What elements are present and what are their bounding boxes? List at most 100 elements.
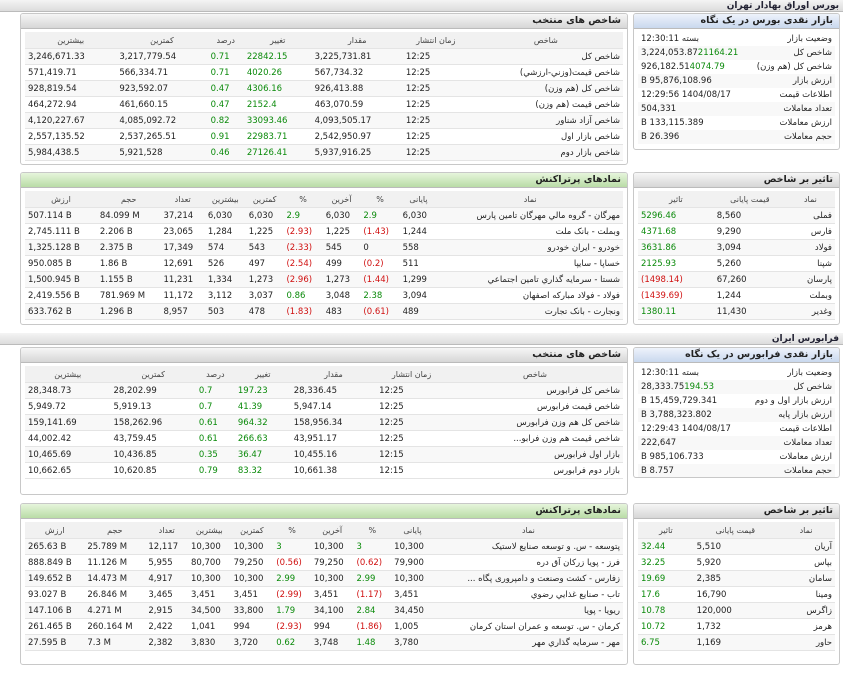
cell: 2,542,950.97 — [311, 128, 403, 145]
cell: 1,225 — [245, 223, 284, 240]
value: 926,182.51 — [641, 62, 690, 72]
cell: 3631.86 — [638, 239, 714, 256]
cell: 79,250 — [310, 554, 354, 571]
summary-row: شاخص کل (هم وزن) 926,182.514074.79 — [638, 60, 835, 74]
cell: 3,246,671.33 — [25, 48, 117, 65]
row-label: بازار دوم فرابورس — [446, 462, 623, 479]
summary-value: 26.396 B — [638, 130, 752, 144]
column-header: کمترین — [230, 522, 274, 539]
column-header: درصد — [207, 32, 244, 49]
cell: 1,041 — [188, 618, 231, 635]
table-row: فارس 9,290 4371.68 — [638, 223, 835, 240]
row-label: فرز - پويا زركان آق دره — [433, 554, 623, 571]
column-header: % — [360, 191, 400, 208]
column-header: زمان انتشار — [402, 32, 469, 49]
cell: 574 — [204, 239, 246, 256]
panel: تاثیر بر شاخص نماد قیمت پایانی تاثیر آریان 5,… — [633, 503, 840, 665]
data-table: نماد پایانی% آخرین% کمترین بیشترین تعداد حجم ار… — [25, 191, 623, 320]
cell: 3,112 — [204, 287, 246, 304]
cell: 3 — [273, 538, 311, 555]
cell: (1.83) — [283, 303, 323, 320]
summary-value: 3,788,323.802 B — [638, 408, 744, 422]
cell: 1,225 — [322, 223, 361, 240]
cell: 32.25 — [638, 554, 694, 571]
column-header: شاخص — [468, 32, 623, 49]
table-row: فولاد - فولاد مباركه اصفهان 3,094 2.38 3,04… — [25, 287, 623, 304]
row-label: شاخص کل — [468, 48, 623, 65]
summary-value: 8.757 B — [638, 464, 744, 477]
summary-value: 3,224,053.8721164.21 — [638, 46, 752, 60]
cell: 6.75 — [638, 634, 694, 651]
cell: 964.32 — [234, 414, 291, 431]
panel: نمادهای پرتراکنش نماد پایانی% آخرین% کمترین ب… — [20, 172, 628, 325]
cell: 3 — [353, 538, 392, 555]
row-label: ومینا — [777, 586, 835, 603]
cell: 4,120,227.67 — [25, 112, 117, 129]
cell: 10,662.65 — [25, 462, 111, 479]
column-header: نماد — [433, 522, 623, 539]
column-header: تغییر — [234, 366, 291, 383]
summary-label: شاخص کل — [751, 46, 835, 60]
cell: (2.96) — [283, 271, 323, 288]
cell: 33,800 — [230, 602, 274, 619]
cell: 2.38 — [360, 287, 400, 304]
table-row: شاخص کل 12:25 3,225,731.81 22842.15 0.71 3,21… — [25, 48, 623, 65]
cell: 511 — [399, 255, 438, 272]
value: 1404/08/17 12:29:43 — [641, 424, 731, 434]
cell: 2.84 — [353, 602, 392, 619]
cell: 994 — [310, 618, 354, 635]
panel-body: نماد قیمت پایانی تاثیر فملی 8,560 5296.46 فارس… — [634, 188, 839, 323]
cell: 2.9 — [360, 207, 400, 224]
cell: 1,334 — [204, 271, 246, 288]
summary-row: حجم معاملات 26.396 B — [638, 130, 835, 144]
cell: 1,273 — [245, 271, 284, 288]
cell: 1,005 — [391, 618, 434, 635]
cell: (0.56) — [273, 554, 311, 571]
summary-label: تعداد معاملات — [743, 436, 835, 450]
cell: 22842.15 — [243, 48, 312, 65]
summary-value: 504,331 — [638, 102, 752, 116]
cell: 23,065 — [160, 223, 205, 240]
cell: 463,070.59 — [311, 96, 403, 113]
column-header: قیمت پایانی — [693, 522, 778, 539]
row-label: شاخص بازار اول — [468, 128, 623, 145]
column-header: تاثیر — [638, 522, 694, 539]
panel-body: شاخص زمان انتشار مقدار تغییر درصد کمترین بیشتر… — [21, 29, 627, 164]
cell: 34,450 — [391, 602, 434, 619]
cell: 0.82 — [207, 112, 244, 129]
column-header: تاثیر — [638, 191, 714, 208]
summary-label: ارزش بازار — [751, 74, 835, 88]
cell: 2152.4 — [243, 96, 312, 113]
table-row: شاخص کل فرابورس 12:25 28,336.45 197.23 0.7 28… — [25, 382, 623, 399]
cell: 1.48 — [353, 634, 392, 651]
header-row: نماد قیمت پایانی تاثیر — [638, 522, 835, 539]
column-header: درصد — [195, 366, 235, 383]
cell: 3,225,731.81 — [311, 48, 403, 65]
cell: 497 — [245, 255, 284, 272]
column-header: تعداد — [160, 191, 205, 208]
summary-value: 1404/08/17 12:29:56 — [638, 88, 752, 102]
summary-label: اطلاعات قیمت — [779, 424, 832, 434]
cell: 926,413.88 — [311, 80, 403, 97]
table-row: خساپا - سايپا 511 (0.2) 499 (2.54) 497 526 12,6… — [25, 255, 623, 272]
column-header: بیشترین — [25, 32, 117, 49]
cell: 14.473 M — [84, 570, 146, 587]
cell: 28,348.73 — [25, 382, 111, 399]
cell: 12:25 — [376, 382, 447, 399]
cell: 0.61 — [195, 430, 235, 447]
panel: بازار نقدی فرابورس در یک نگاه وضعیت بازار… — [633, 347, 840, 478]
panel-body: وضعیت بازار بسته 12:30:11 شاخص کل 3,224,053… — [634, 29, 839, 147]
table-row: تاب - صنايع غذايي رضوي 3,451 (1.17) 3,451 (2… — [25, 586, 623, 603]
table-row: شاخص قیمت (هم وزن) 12:25 463,070.59 2152.4 0… — [25, 96, 623, 113]
cell: 0.71 — [207, 64, 244, 81]
cell: 558 — [399, 239, 438, 256]
cell: 5,937,916.25 — [311, 144, 403, 161]
column-header: بیشترین — [188, 522, 231, 539]
value: 133,115.389 B — [641, 118, 704, 128]
cell: 9,290 — [713, 223, 786, 240]
cell: 3,048 — [322, 287, 361, 304]
cell: 43,951.17 — [290, 430, 377, 447]
cell: 3,451 — [188, 586, 231, 603]
row-label: ريويا - پويا — [433, 602, 623, 619]
cell: 28,336.45 — [290, 382, 377, 399]
